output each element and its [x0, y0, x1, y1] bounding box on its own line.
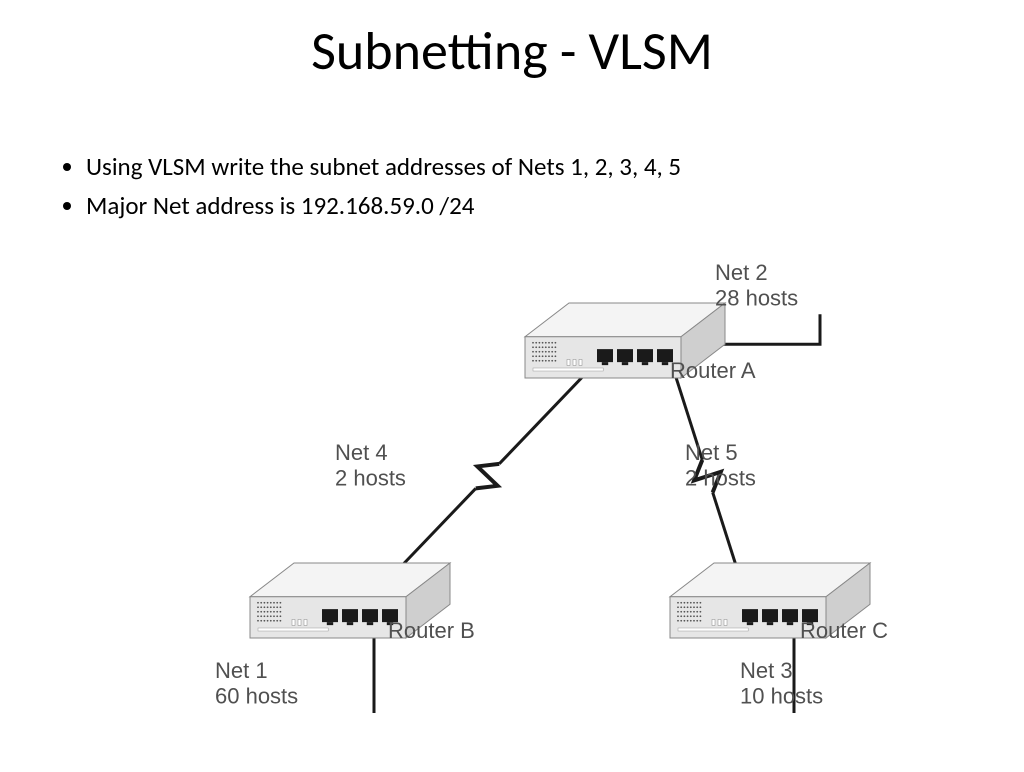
svg-text:Net 2: Net 2: [715, 260, 768, 285]
svg-text:Net 4: Net 4: [335, 440, 388, 465]
net4-label: Net 42 hosts: [335, 440, 406, 490]
svg-text:Net 3: Net 3: [740, 658, 793, 683]
slide: Subnetting - VLSM Using VLSM write the s…: [0, 0, 1024, 772]
svg-text:Router C: Router C: [800, 618, 888, 643]
router-b-label: Router B: [388, 618, 475, 643]
bullet-item: Major Net address is 192.168.59.0 /24: [86, 187, 681, 226]
net1-label: Net 160 hosts: [215, 658, 298, 708]
net5-label: Net 52 hosts: [685, 440, 756, 490]
svg-text:28 hosts: 28 hosts: [715, 285, 798, 310]
svg-text:Net 5: Net 5: [685, 440, 738, 465]
diagram-svg: Router ARouter BRouter CNet 228 hostsNet…: [140, 258, 910, 758]
svg-text:Net 1: Net 1: [215, 658, 268, 683]
bullet-list: Using VLSM write the subnet addresses of…: [86, 148, 681, 226]
svg-text:2 hosts: 2 hosts: [335, 465, 406, 490]
bullet-item: Using VLSM write the subnet addresses of…: [86, 148, 681, 187]
svg-text:2 hosts: 2 hosts: [685, 465, 756, 490]
slide-title: Subnetting - VLSM: [0, 18, 1024, 84]
network-diagram: Router ARouter BRouter CNet 228 hostsNet…: [140, 258, 910, 758]
svg-text:60 hosts: 60 hosts: [215, 683, 298, 708]
svg-text:Router B: Router B: [388, 618, 475, 643]
net2-label: Net 228 hosts: [715, 260, 798, 310]
router-c-label: Router C: [800, 618, 888, 643]
router-a-label: Router A: [670, 358, 756, 383]
net3-label: Net 310 hosts: [740, 658, 823, 708]
svg-text:Router A: Router A: [670, 358, 756, 383]
svg-text:10 hosts: 10 hosts: [740, 683, 823, 708]
